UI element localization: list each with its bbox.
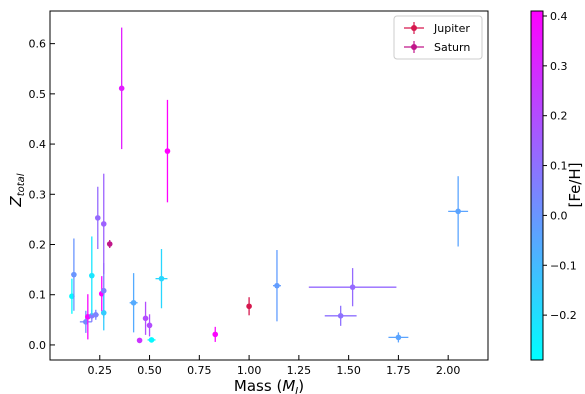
x-axis-label: Mass (MJ) [234, 377, 304, 394]
planet-point [142, 301, 149, 335]
colorbar: −0.2 −0.1 0.0 0.1 0.2 0.3 0.4 [Fe/H] [530, 10, 584, 361]
point-marker [455, 208, 461, 215]
x-tick-label: 1.75 [386, 364, 411, 377]
point-marker [164, 148, 171, 154]
point-marker [212, 331, 219, 338]
point-marker [89, 272, 95, 279]
colorbar-ticks: −0.2 −0.1 0.0 0.1 0.2 0.3 0.4 [543, 10, 577, 322]
x-axis-label-symbol: M [282, 377, 295, 394]
y-axis-ticks: 0.0 0.1 0.2 0.3 0.4 0.5 0.6 [29, 38, 55, 352]
point-marker [142, 315, 149, 322]
x-tick-label: 1.00 [237, 364, 262, 377]
planet-point [129, 273, 138, 333]
point-marker [106, 241, 113, 247]
plot-frame [49, 10, 489, 361]
y-tick-label: 0.5 [29, 88, 47, 101]
legend-label-jupiter: Jupiter [433, 22, 470, 35]
colorbar-label: [Fe/H] [566, 162, 584, 207]
planet-point [448, 176, 469, 247]
point-marker [146, 322, 153, 329]
point-marker [395, 334, 402, 341]
x-tick-label: 0.50 [137, 364, 162, 377]
y-tick-label: 0.0 [29, 339, 47, 352]
x-tick-label: 0.25 [88, 364, 113, 377]
planet-point [147, 337, 156, 343]
x-tick-label: 2.00 [436, 364, 461, 377]
legend: Jupiter Saturn [393, 15, 483, 60]
point-marker [246, 303, 252, 310]
colorbar-tick-label: 0.0 [550, 209, 568, 222]
point-marker [92, 312, 99, 318]
planet-point [272, 250, 281, 322]
planet-point [388, 332, 409, 343]
point-marker [100, 287, 107, 294]
point-marker [136, 337, 143, 344]
point-marker [94, 215, 101, 221]
x-axis-label-close: ) [298, 377, 304, 394]
saturn-point [106, 239, 113, 249]
x-axis-ticks: 0.25 0.50 0.75 1.00 1.25 1.50 1.75 2.00 [88, 355, 461, 377]
legend-label-saturn: Saturn [434, 41, 470, 54]
planet-point [146, 314, 153, 337]
colorbar-tick-label: −0.2 [550, 309, 577, 322]
x-axis-label-text: Mass ( [234, 377, 282, 394]
planet-point [324, 305, 357, 326]
y-axis-label-symbol: Z [7, 196, 25, 208]
y-axis-label: Ztotal [7, 173, 27, 207]
planet-point [136, 337, 143, 344]
point-marker [118, 85, 125, 92]
planet-point [89, 236, 95, 315]
planet-point [164, 99, 171, 203]
planet-point [308, 268, 397, 307]
x-tick-label: 1.25 [287, 364, 312, 377]
point-marker [100, 309, 107, 316]
colorbar-tick-label: 0.4 [550, 10, 568, 23]
planet-point [92, 309, 99, 320]
legend-marker-jupiter [411, 25, 417, 31]
legend-entry-jupiter: Jupiter [404, 22, 470, 35]
legend-marker-saturn [411, 44, 417, 50]
x-axis-label-subscript: J [293, 386, 298, 394]
planet-point [100, 173, 107, 275]
legend-entry-saturn: Saturn [404, 41, 470, 54]
y-tick-label: 0.4 [29, 138, 47, 151]
y-tick-label: 0.6 [29, 38, 47, 51]
point-marker [337, 313, 344, 319]
planet-point [155, 249, 168, 309]
y-axis-label-subscript: total [16, 173, 27, 196]
colorbar-tick-label: 0.3 [550, 60, 568, 73]
point-marker [148, 337, 155, 343]
point-marker [274, 282, 280, 289]
point-marker [349, 284, 356, 290]
data-points [69, 27, 469, 344]
planet-point [71, 238, 77, 311]
planet-point [100, 295, 107, 331]
planet-point [94, 186, 101, 250]
y-tick-label: 0.2 [29, 239, 47, 252]
y-tick-label: 0.1 [29, 289, 47, 302]
point-marker [100, 221, 107, 227]
y-tick-label: 0.3 [29, 188, 47, 201]
jupiter-point [246, 297, 252, 316]
colorbar-tick-label: 0.2 [550, 110, 568, 123]
point-marker [158, 275, 165, 282]
point-marker [71, 271, 77, 278]
x-tick-label: 1.50 [336, 364, 361, 377]
x-tick-label: 0.75 [187, 364, 212, 377]
colorbar-tick-label: 0.1 [550, 160, 568, 173]
point-marker [130, 299, 137, 306]
colorbar-gradient [530, 10, 544, 361]
planet-point [118, 27, 125, 150]
planet-point [212, 326, 219, 342]
colorbar-tick-label: −0.1 [550, 259, 577, 272]
